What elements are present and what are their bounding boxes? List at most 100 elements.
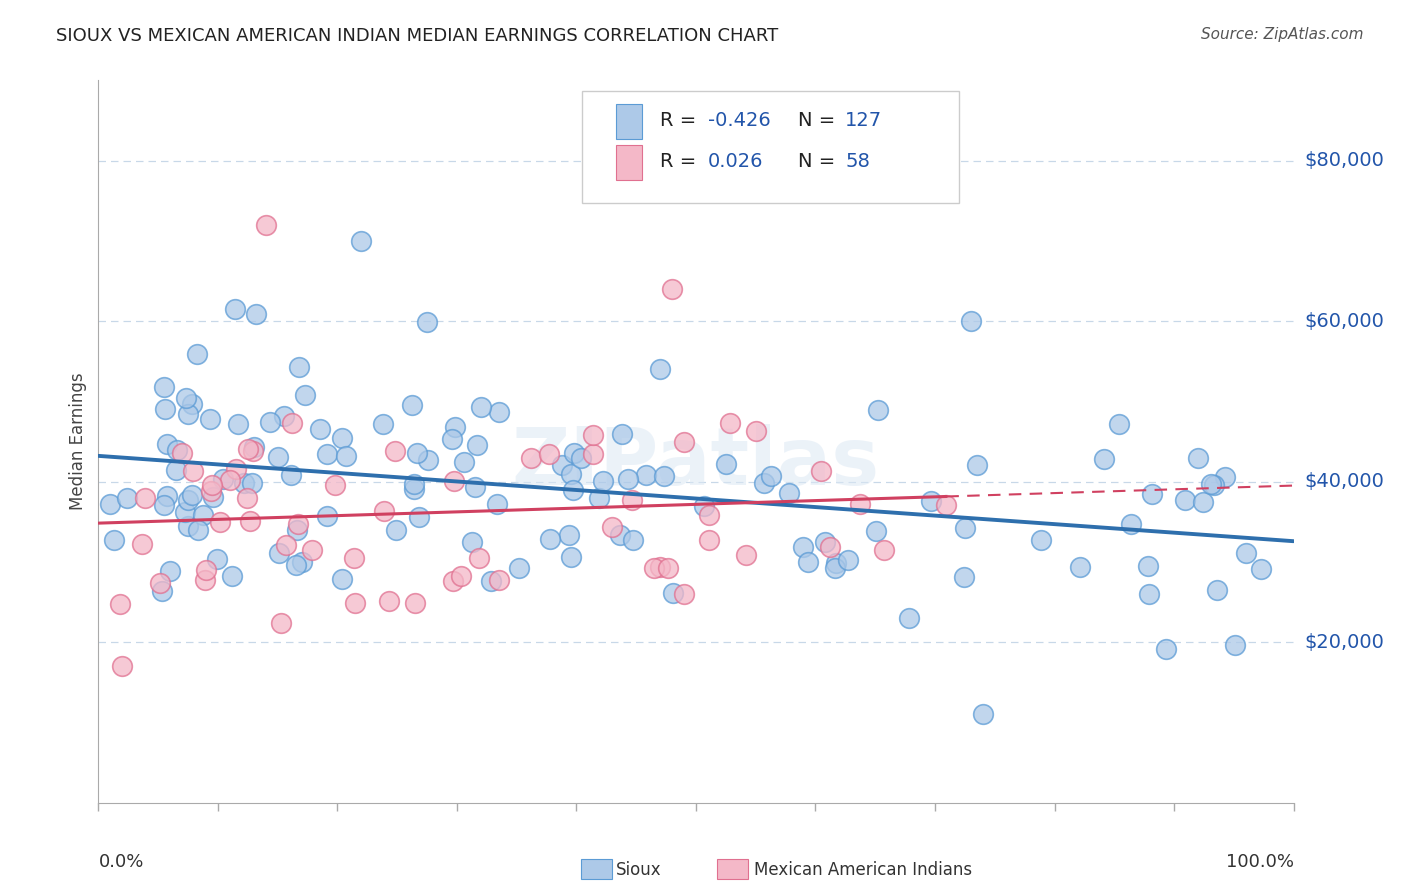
Point [488, 573, 510, 587]
Point [450, 569, 472, 583]
Point [1250, 562, 1272, 576]
Text: 0.0%: 0.0% [98, 854, 143, 871]
Point [281, 417, 304, 431]
Point [159, 564, 181, 578]
Point [661, 586, 683, 600]
Point [865, 524, 887, 538]
Point [873, 543, 896, 558]
Point [479, 574, 502, 588]
Point [537, 447, 560, 461]
Point [508, 561, 530, 575]
Point [153, 401, 176, 416]
Point [111, 659, 134, 673]
Text: Sioux: Sioux [616, 861, 661, 879]
Bar [616, 145, 643, 180]
Text: 127: 127 [845, 111, 883, 129]
Point [673, 587, 696, 601]
Point [1137, 587, 1160, 601]
Point [103, 533, 125, 547]
Point [1069, 559, 1091, 574]
Text: Source: ZipAtlas.com: Source: ZipAtlas.com [1201, 27, 1364, 42]
Point [384, 444, 406, 458]
Point [897, 611, 920, 625]
Text: R =: R = [661, 152, 703, 170]
Point [294, 388, 316, 402]
Point [443, 574, 465, 588]
Point [149, 576, 172, 591]
Point [285, 523, 308, 537]
Point [404, 477, 426, 491]
Point [225, 461, 247, 475]
Point [108, 598, 131, 612]
Point [273, 409, 295, 424]
Text: N =: N = [797, 152, 841, 170]
Point [1174, 493, 1197, 508]
Point [470, 400, 492, 414]
Point [636, 468, 658, 483]
Point [592, 474, 614, 488]
Point [837, 553, 859, 567]
Point [1136, 558, 1159, 573]
Point [468, 551, 491, 566]
Point [1205, 583, 1227, 598]
Point [610, 427, 633, 442]
Point [98, 497, 122, 511]
Point [212, 472, 235, 486]
Point [287, 517, 309, 532]
Point [966, 458, 988, 472]
Text: N =: N = [797, 111, 841, 129]
Point [239, 514, 262, 528]
Point [1154, 642, 1177, 657]
Point [960, 314, 983, 328]
Point [848, 497, 870, 511]
Point [134, 491, 156, 505]
Y-axis label: Median Earnings: Median Earnings [69, 373, 87, 510]
Point [236, 491, 259, 505]
Point [350, 234, 373, 248]
Point [761, 469, 783, 483]
Point [609, 528, 631, 542]
Point [588, 491, 610, 505]
Point [582, 447, 605, 461]
Point [156, 437, 179, 451]
Point [195, 563, 218, 577]
Text: 0.026: 0.026 [709, 152, 763, 170]
Point [953, 569, 976, 583]
Point [254, 218, 277, 232]
Point [342, 550, 364, 565]
Point [401, 398, 423, 412]
Point [643, 561, 665, 575]
Point [259, 415, 281, 429]
Point [156, 489, 179, 503]
Point [661, 282, 683, 296]
Point [582, 428, 605, 442]
Point [186, 346, 208, 360]
Point [972, 707, 994, 722]
Text: SIOUX VS MEXICAN AMERICAN INDIAN MEDIAN EARNINGS CORRELATION CHART: SIOUX VS MEXICAN AMERICAN INDIAN MEDIAN … [56, 27, 779, 45]
Point [560, 549, 582, 564]
Point [288, 359, 311, 374]
Point [444, 420, 467, 434]
Point [373, 417, 395, 432]
Point [301, 543, 323, 558]
Point [181, 464, 204, 478]
Point [443, 474, 465, 488]
Point [224, 302, 246, 317]
Point [172, 445, 194, 459]
Point [131, 536, 153, 550]
Point [166, 442, 188, 457]
Point [697, 508, 720, 522]
Point [226, 417, 249, 431]
Point [335, 449, 357, 463]
Point [562, 483, 585, 497]
Point [551, 458, 574, 473]
Point [735, 548, 758, 562]
Point [418, 452, 440, 467]
Point [1029, 533, 1052, 547]
Point [745, 424, 768, 438]
Point [174, 391, 197, 405]
Point [404, 596, 426, 610]
Point [207, 552, 229, 566]
Point [194, 573, 217, 587]
Point [1192, 495, 1215, 509]
